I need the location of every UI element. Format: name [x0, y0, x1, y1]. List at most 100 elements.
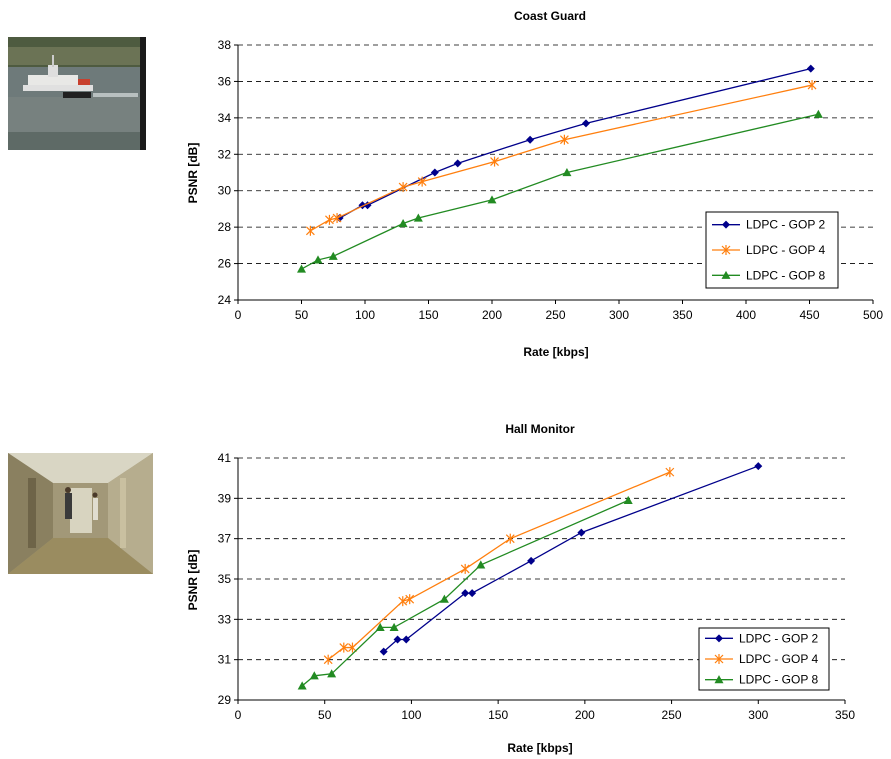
diamond-marker: [577, 528, 586, 537]
y-tick-label: 37: [218, 532, 232, 546]
x-tick-label: 400: [736, 308, 756, 322]
triangle-marker: [297, 264, 306, 273]
triangle-marker: [562, 168, 572, 177]
series-line: [301, 499, 629, 687]
x-tick-label: 50: [318, 708, 332, 722]
asterisk-marker: [398, 182, 408, 193]
diamond-marker: [581, 119, 590, 128]
x-tick-label: 250: [662, 708, 682, 722]
grid-lines: [238, 44, 873, 264]
x-tick-label: 450: [799, 308, 819, 322]
legend-label: LDPC - GOP 8: [746, 268, 825, 282]
x-tick-label: 300: [609, 308, 629, 322]
triangle-marker: [375, 622, 385, 631]
asterisk-marker: [559, 134, 569, 145]
triangle-marker: [721, 270, 731, 279]
coast-guard-chart: Coast Guard Rate [kbps] PSNR [dB] 24 26 28…: [186, 9, 883, 359]
diamond-marker: [453, 159, 462, 168]
y-tick-label: 30: [218, 184, 232, 198]
legend-label: LDPC - GOP 2: [739, 631, 818, 645]
triangle-marker: [714, 675, 724, 684]
y-tick-label: 31: [218, 653, 232, 667]
x-tick-label: 200: [482, 308, 502, 322]
y-tick-label: 39: [218, 491, 232, 505]
y-tick-label: 36: [218, 74, 232, 88]
legend-label: LDPC - GOP 2: [746, 218, 825, 232]
x-tick-label: 250: [545, 308, 565, 322]
triangle-marker: [327, 669, 337, 678]
y-tick-label: 35: [218, 572, 232, 586]
coast-guard-thumbnail: [8, 37, 146, 150]
triangle-marker: [398, 219, 408, 228]
x-tick-label: 350: [672, 308, 692, 322]
axes: 29 31 33 35 37 39 41 0 50 100 150 200 250 300 350: [218, 451, 856, 722]
asterisk-marker: [339, 642, 349, 653]
series-group: [297, 462, 763, 690]
x-tick-label: 500: [863, 308, 883, 322]
diamond-marker: [393, 635, 402, 644]
triangle-marker: [413, 213, 423, 222]
x-tick-label: 150: [418, 308, 438, 322]
legend: LDPC - GOP 2 LDPC - GOP 4 LDPC - GOP 8: [705, 211, 839, 289]
y-tick-label: 24: [218, 293, 232, 307]
diamond-marker: [527, 556, 536, 565]
series-line: [310, 84, 813, 232]
diamond-marker: [754, 462, 763, 471]
x-tick-label: 50: [295, 308, 309, 322]
asterisk-marker: [323, 654, 333, 665]
chart-title: Hall Monitor: [505, 422, 575, 436]
y-tick-label: 28: [218, 220, 232, 234]
asterisk-marker: [305, 225, 315, 236]
x-tick-label: 200: [575, 708, 595, 722]
asterisk-marker: [505, 533, 515, 544]
legend-label: LDPC - GOP 4: [746, 243, 825, 257]
coast-guard-frame-image: [8, 37, 146, 150]
hall-monitor-frame-image: [8, 453, 153, 574]
triangle-marker: [313, 255, 323, 264]
diamond-marker: [379, 647, 388, 656]
series-line: [339, 68, 811, 219]
y-tick-label: 41: [218, 451, 232, 465]
x-tick-label: 350: [835, 708, 855, 722]
y-axis-label: PSNR [dB]: [186, 143, 200, 204]
chart-title: Coast Guard: [514, 9, 586, 23]
triangle-marker: [476, 560, 486, 569]
diamond-marker: [430, 168, 439, 177]
asterisk-marker: [807, 80, 817, 91]
asterisk-marker: [348, 642, 357, 653]
asterisk-marker: [405, 594, 415, 605]
asterisk-marker: [490, 156, 499, 167]
x-tick-label: 100: [355, 308, 375, 322]
y-tick-label: 38: [218, 38, 232, 52]
y-tick-label: 26: [218, 257, 232, 271]
series-line: [301, 113, 819, 270]
asterisk-marker: [460, 563, 470, 574]
triangle-marker: [623, 495, 633, 504]
y-tick-label: 32: [218, 147, 232, 161]
asterisk-marker: [325, 214, 334, 225]
hall-monitor-thumbnail: [8, 453, 153, 574]
triangle-marker: [328, 251, 338, 260]
x-tick-label: 0: [235, 708, 242, 722]
x-axis-label: Rate [kbps]: [523, 345, 588, 359]
y-tick-label: 33: [218, 612, 232, 626]
diamond-marker: [526, 135, 535, 144]
x-tick-label: 150: [488, 708, 508, 722]
asterisk-marker: [398, 596, 408, 607]
asterisk-marker: [332, 213, 342, 224]
triangle-marker: [813, 109, 823, 118]
hall-monitor-chart: Hall Monitor Rate [kbps] PSNR [dB] 29 31 3…: [186, 422, 855, 755]
y-axis-label: PSNR [dB]: [186, 550, 200, 611]
series-line: [383, 465, 759, 653]
y-tick-label: 29: [218, 693, 232, 707]
triangle-marker: [389, 622, 399, 631]
asterisk-marker: [417, 176, 427, 187]
triangle-marker: [309, 671, 319, 680]
x-tick-label: 300: [748, 708, 768, 722]
triangle-marker: [439, 594, 449, 603]
diamond-marker: [715, 634, 723, 643]
asterisk-marker: [721, 245, 731, 255]
y-tick-label: 34: [218, 111, 232, 125]
diamond-marker: [402, 635, 411, 644]
